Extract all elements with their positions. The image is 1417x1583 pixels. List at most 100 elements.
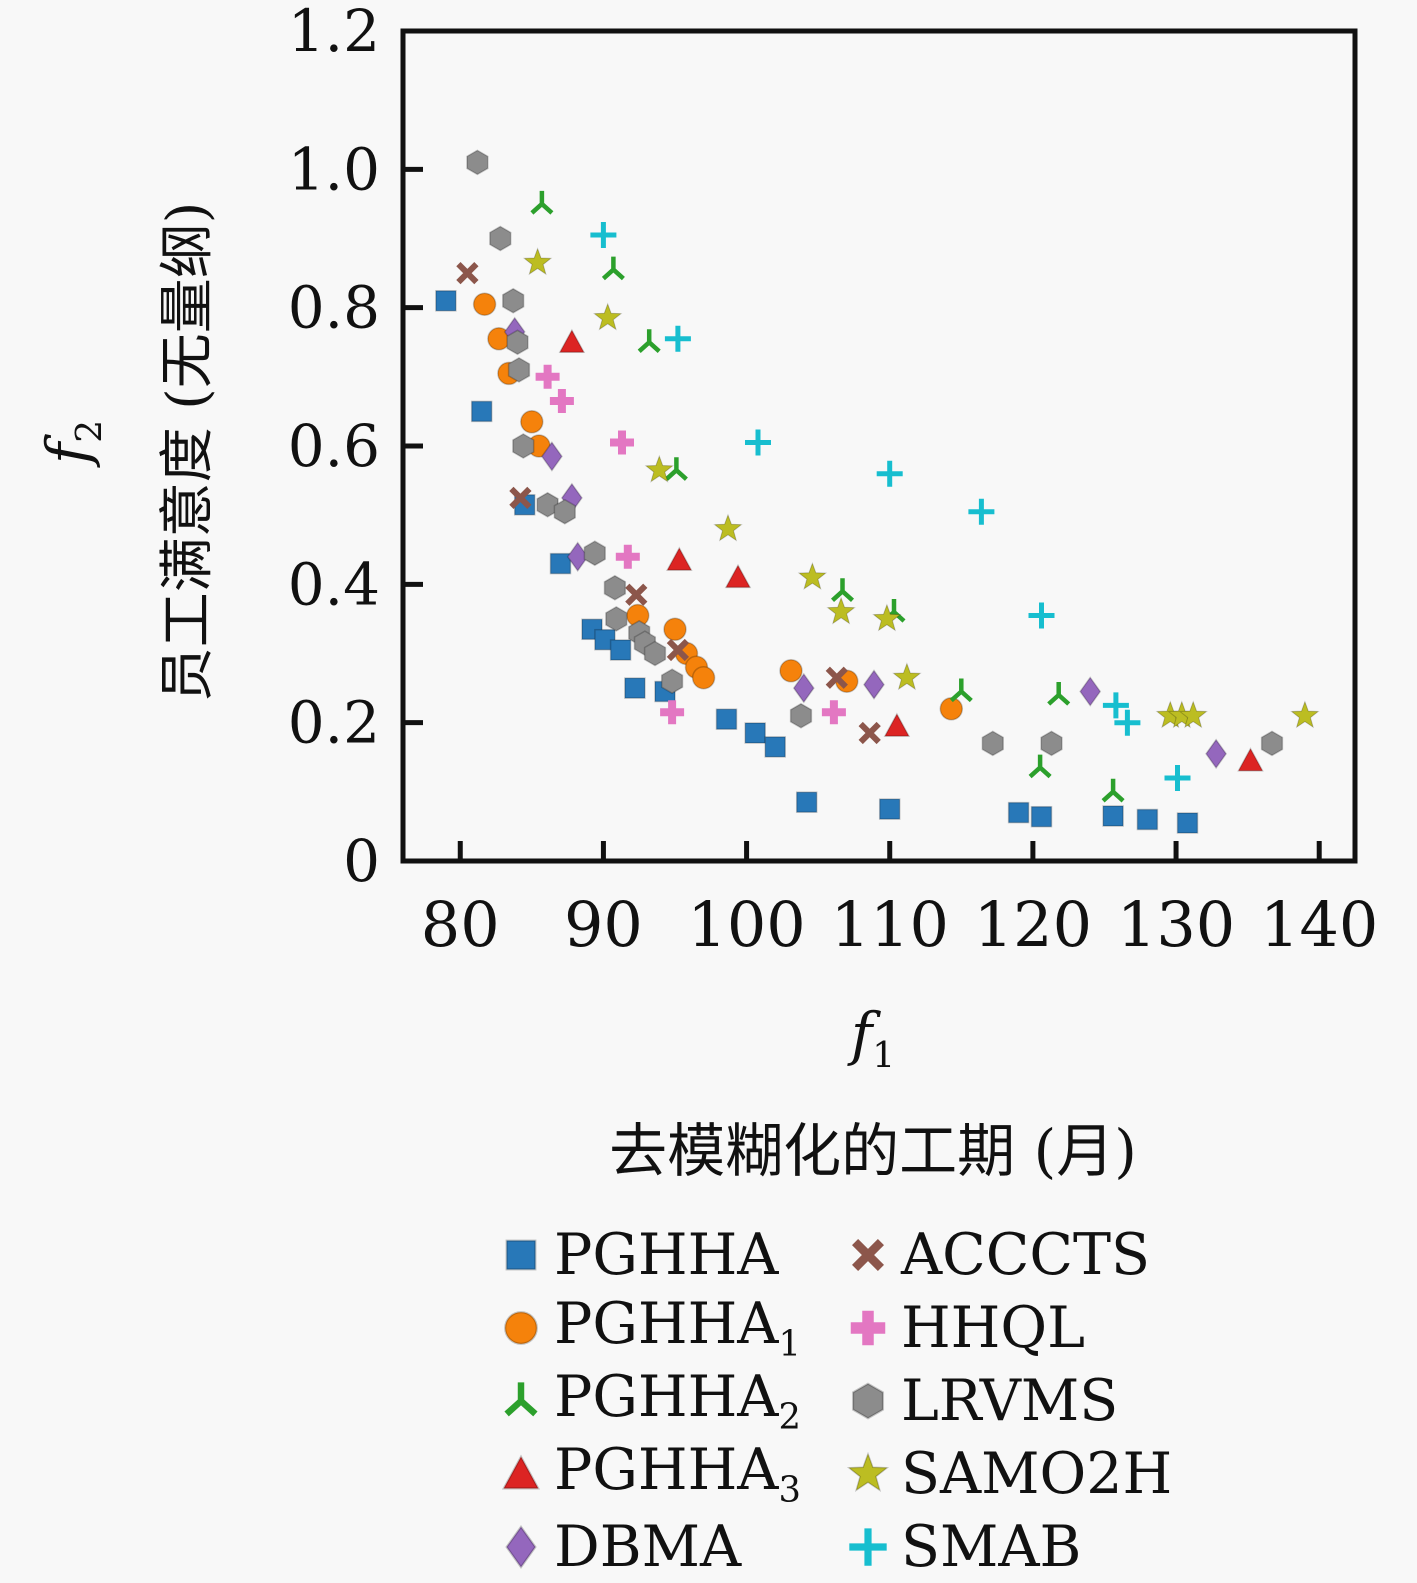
- marker-PGHHA2: [830, 578, 855, 602]
- marker-PGHHA: [744, 722, 766, 744]
- marker-ACCCTS: [858, 721, 881, 745]
- marker-DBMA: [540, 441, 563, 472]
- marker-SAMO2H: [522, 247, 553, 276]
- marker-LRVMS: [605, 606, 628, 632]
- marker-ACCCTS: [456, 261, 479, 285]
- marker-PGHHA2: [664, 457, 688, 481]
- marker-HHQL: [660, 700, 685, 725]
- y-tick-label: 1.0: [288, 135, 380, 203]
- marker-PGHHA: [1102, 805, 1124, 827]
- legend-item-PGHHA1: PGHHA1: [498, 1291, 801, 1364]
- marker-PGHHA: [609, 639, 632, 661]
- marker-PGHHA: [878, 798, 901, 820]
- legend-label: ACCCTS: [900, 1221, 1151, 1288]
- marker-SAMO2H: [872, 603, 902, 632]
- chart-legend: PGHHA PGHHA1 PGHHA2 PGHHA3 DBMA ACCCTS HHQL LRV…: [498, 1218, 1172, 1583]
- marker-PGHHA3: [1237, 747, 1264, 772]
- marker-PGHHA: [1136, 808, 1159, 831]
- y-tick-label: 0.8: [288, 274, 380, 342]
- plus-thick-legend-icon: [850, 1310, 886, 1345]
- plus-thin-legend-icon: [849, 1527, 887, 1566]
- marker-HHQL: [610, 430, 634, 455]
- x-tick-label: 100: [687, 888, 805, 961]
- x-tick-label: 120: [974, 888, 1092, 961]
- marker-ACCCTS: [825, 666, 848, 689]
- x-legend-icon: [851, 1238, 884, 1271]
- marker-PGHHA: [1007, 801, 1030, 824]
- y-axis-title: 员工满意度 (无量纲): [142, 202, 222, 702]
- x-axis-title-text: 去模糊化的工期 (月): [609, 1117, 1137, 1185]
- legend-label: PGHHA: [554, 1221, 779, 1288]
- marker-PGHHA2: [637, 329, 661, 353]
- marker-LRVMS: [512, 433, 535, 459]
- marker-ACCCTS: [666, 638, 690, 662]
- legend-label: HHQL: [900, 1294, 1085, 1361]
- marker-LRVMS: [1260, 730, 1284, 757]
- marker-SMAB: [1102, 692, 1129, 719]
- marker-PGHHA: [549, 552, 572, 575]
- legend-label: PGHHA2: [554, 1363, 801, 1438]
- marker-LRVMS: [1040, 730, 1063, 757]
- marker-PGHHA1: [779, 659, 803, 683]
- legend-label: SAMO2H: [900, 1440, 1173, 1507]
- x-axis-symbol: f: [850, 1000, 873, 1069]
- marker-PGHHA3: [883, 712, 911, 737]
- marker-SMAB: [968, 498, 995, 525]
- marker-SMAB: [1028, 602, 1055, 629]
- y-axis-variable-label: f2: [34, 420, 110, 464]
- marker-PGHHA2: [1047, 682, 1071, 706]
- marker-SAMO2H: [1290, 700, 1320, 729]
- marker-HHQL: [549, 389, 574, 413]
- marker-LRVMS: [506, 329, 529, 356]
- legend-label: LRVMS: [900, 1367, 1119, 1434]
- marker-LRVMS: [660, 668, 684, 695]
- marker-SMAB: [590, 222, 617, 248]
- x-tick-label: 90: [564, 888, 643, 961]
- circle-legend-icon: [504, 1310, 538, 1345]
- legend-item-SMAB: SMAB: [845, 1510, 1172, 1583]
- marker-SMAB: [876, 460, 903, 487]
- marker-LRVMS: [981, 730, 1004, 757]
- marker-DBMA: [792, 672, 815, 704]
- x-tick-label: 80: [421, 888, 500, 961]
- marker-SMAB: [1164, 765, 1191, 791]
- marker-LRVMS: [583, 540, 606, 567]
- marker-LRVMS: [536, 491, 559, 518]
- legend-item-PGHHA: PGHHA: [498, 1218, 801, 1291]
- marker-PGHHA3: [724, 563, 752, 589]
- marker-PGHHA: [594, 628, 616, 651]
- legend-item-LRVMS: LRVMS: [845, 1364, 1172, 1437]
- marker-PGHHA: [435, 290, 457, 312]
- marker-PGHHA1: [472, 292, 497, 316]
- scatter-plot: 80 90 100 110 120 130 140 0 0.2 0.4 0.6 0.8 1.0 1.2: [288, 0, 1379, 961]
- marker-PGHHA2: [1101, 778, 1125, 803]
- marker-SMAB: [745, 429, 771, 456]
- x-tick-label: 140: [1260, 888, 1378, 961]
- marker-LRVMS: [507, 357, 531, 383]
- marker-SMAB: [664, 325, 691, 352]
- legend-label: PGHHA1: [554, 1290, 801, 1365]
- legend-label: PGHHA3: [554, 1436, 801, 1511]
- marker-SAMO2H: [593, 302, 623, 331]
- marker-HHQL: [821, 700, 846, 725]
- legend-item-SAMO2H: SAMO2H: [845, 1437, 1172, 1510]
- marker-SAMO2H: [1178, 700, 1208, 729]
- y-tick-label: 1.2: [288, 0, 380, 65]
- legend-item-DBMA: DBMA: [498, 1510, 801, 1583]
- marker-LRVMS: [643, 640, 667, 667]
- marker-LRVMS: [603, 574, 627, 601]
- marker-PGHHA1: [663, 617, 687, 642]
- hexagon-legend-icon: [851, 1382, 884, 1419]
- y-axis-symbol: f: [34, 442, 103, 465]
- legend-column: ACCCTS HHQL LRVMS SAMO2H SMAB: [845, 1218, 1172, 1583]
- marker-DBMA: [1079, 676, 1102, 707]
- marker-ACCCTS: [509, 486, 532, 510]
- marker-DBMA: [1205, 738, 1228, 770]
- y-tick-label: 0: [343, 827, 380, 895]
- marker-PGHHA: [1176, 812, 1199, 834]
- legend-column: PGHHA PGHHA1 PGHHA2 PGHHA3 DBMA: [498, 1218, 801, 1583]
- marker-PGHHA: [624, 677, 646, 699]
- marker-SAMO2H: [797, 561, 828, 590]
